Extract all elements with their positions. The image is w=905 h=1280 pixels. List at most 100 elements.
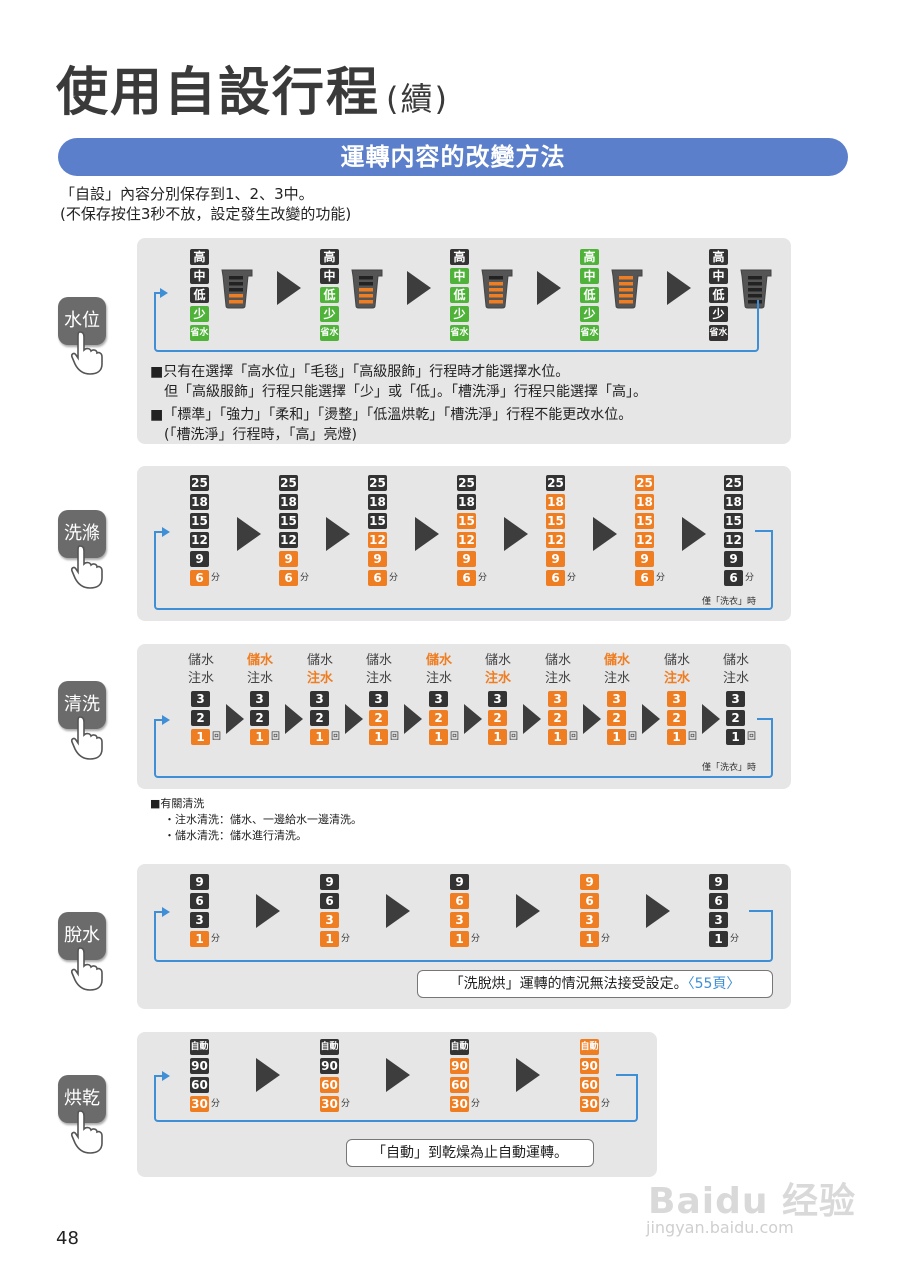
wash-time-indicator: 15 [457,513,476,529]
spin-time-indicator: 6 [709,893,728,909]
unit-label: 回 [212,732,222,742]
wash-time-indicator: 6 [279,570,298,586]
wash-time-indicator: 25 [279,475,298,491]
spin-cycle-line [154,912,773,962]
next-arrow-icon [642,704,660,734]
rinse-count-indicator: 2 [310,710,329,726]
unit-label: 分 [211,1099,221,1109]
loop-line [757,718,773,720]
tub-level-icon [351,269,383,309]
wash-time-indicator: 12 [190,532,209,548]
page-title: 使用自設行程 (續) [56,63,449,123]
spin-time-indicator: 9 [580,874,599,890]
unit-label: 分 [478,573,488,583]
rinse-state: 儲水 注水 3 2 1 回 [364,652,399,748]
rinse-mode-label: 注水 [365,671,392,686]
next-arrow-icon [504,517,528,551]
water-level-indicator: 中 [190,268,209,284]
dry-button[interactable]: 烘乾 [58,1075,106,1123]
wash-time-indicator: 15 [635,513,654,529]
intro-line-1: 「自設」內容分別保存到1、2、3中。 [60,185,314,203]
water-level-indicator: 低 [709,287,728,303]
page-title-sub: (續) [386,80,449,118]
water-level-indicator: 省水 [450,325,469,341]
next-arrow-icon [237,517,261,551]
rinse-state: 儲水 注水 3 2 1 回 [424,652,459,748]
water-level-state: 高中低少省水 [709,249,728,344]
next-arrow-icon [386,1058,410,1092]
water-level-indicator: 中 [450,268,469,284]
wash-time-indicator: 6 [368,570,387,586]
wash-time-indicator: 12 [457,532,476,548]
unit-label: 分 [730,934,740,944]
spin-page-link[interactable]: 〈55頁〉 [687,976,741,992]
unit-label: 回 [271,732,281,742]
water-level-button[interactable]: 水位 [58,297,106,345]
unit-label: 分 [341,1099,351,1109]
water-level-state: 高中低少省水 [450,249,469,344]
dry-time-indicator: 60 [190,1077,209,1093]
water-level-indicator: 高 [320,249,339,265]
wash-time-indicator: 12 [635,532,654,548]
loop-arrow-icon [162,907,170,917]
unit-label: 分 [341,934,351,944]
loop-arrow-icon [160,288,168,298]
wash-time-indicator: 6 [190,570,209,586]
loop-arrow-icon [162,527,170,537]
water-level-indicator: 低 [580,287,599,303]
rinse-count-indicator: 3 [429,691,448,707]
rinse-about: ■有關清洗 ・注水清洗：儲水、一邊給水一邊清洗。 ・儲水清洗：儲水進行清洗。 [150,796,362,844]
unit-label: 回 [747,732,757,742]
dry-time-indicator: 自動 [190,1039,209,1055]
rinse-count-indicator: 2 [488,710,507,726]
wash-cycle-line [154,532,773,610]
rinse-state: 儲水 注水 3 2 1 回 [483,652,518,748]
loop-line [154,292,162,294]
spin-time-indicator: 1 [709,931,728,947]
hand-pointer-icon [71,331,103,375]
unit-label: 分 [300,573,310,583]
rinse-count-indicator: 3 [548,691,567,707]
wash-time-indicator: 15 [279,513,298,529]
rinse-mode-label: 注水 [722,671,749,686]
rinse-mode-label: 儲水 [722,653,749,668]
rinse-count-indicator: 3 [250,691,269,707]
rinse-count-indicator: 2 [548,710,567,726]
rinse-state: 儲水注水 3 2 1 回 [721,652,756,748]
rinse-count-indicator: 3 [726,691,745,707]
water-level-indicator: 省水 [580,325,599,341]
wash-time-indicator: 15 [190,513,209,529]
dry-time-state: 自動 90 60 30 分 [320,1039,350,1115]
loop-line [154,719,164,721]
wash-time-state: 25 18 15 12 9 6 分 [368,475,398,589]
next-arrow-icon [593,517,617,551]
loop-line [771,530,773,534]
spin-time-indicator: 9 [450,874,469,890]
rinse-count-indicator: 1 [667,729,686,745]
unit-label: 分 [745,573,755,583]
spin-time-indicator: 3 [450,912,469,928]
next-arrow-icon [386,894,410,928]
rinse-count-indicator: 1 [310,729,329,745]
rinse-mode-label: 注水 [425,671,452,686]
unit-label: 回 [509,732,519,742]
rinse-count-indicator: 2 [250,710,269,726]
next-arrow-icon [326,517,350,551]
rinse-mode-label: 注水 [246,671,273,686]
water-level-indicator: 中 [580,268,599,284]
dry-time-indicator: 30 [450,1096,469,1112]
